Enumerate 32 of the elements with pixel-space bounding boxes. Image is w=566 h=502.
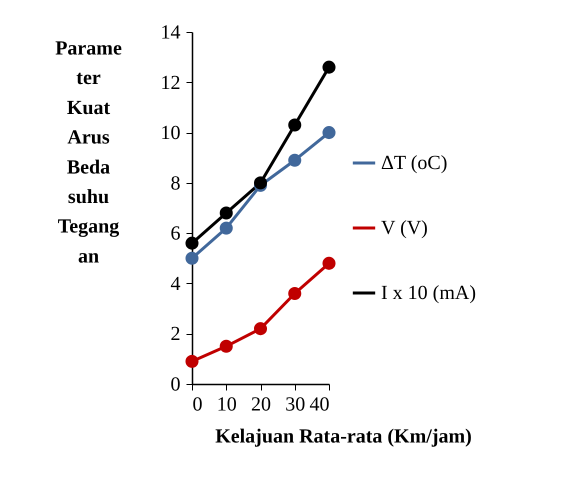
point: [322, 60, 336, 74]
y-tick-label: 8: [170, 172, 180, 194]
x-tick-label: 10: [216, 394, 237, 416]
x-tick-label: 20: [251, 394, 271, 416]
legend-label: V (V): [381, 217, 428, 239]
point: [185, 252, 199, 265]
x-tick-label: 40: [310, 394, 330, 416]
point: [288, 286, 302, 300]
point: [322, 256, 336, 270]
point: [185, 354, 199, 368]
y-tick-label: 10: [160, 122, 180, 144]
point: [254, 322, 268, 336]
y-tick-label: 12: [160, 72, 180, 94]
point: [220, 206, 233, 220]
point: [254, 176, 268, 190]
y-axis-title: Parame ter Kuat Arus Beda suhu Tegang an: [55, 38, 122, 268]
point: [322, 126, 336, 140]
point: [288, 154, 302, 167]
point: [185, 236, 199, 250]
x-tick-label: 30: [285, 394, 306, 416]
point: [220, 340, 233, 353]
x-axis-title: Kelajuan Rata-rata (Km/jam): [215, 426, 472, 448]
legend-label: I x 10 (mA): [381, 282, 476, 304]
point: [288, 118, 302, 132]
y-tick-label: 0: [170, 374, 180, 396]
x-tick-label: 0: [192, 394, 202, 416]
y-tick-label: 14: [160, 22, 180, 44]
y-tick-label: 4: [170, 272, 180, 295]
point: [220, 222, 233, 235]
y-tick-label: 6: [170, 222, 180, 245]
y-tick-label: 2: [170, 323, 180, 346]
legend-label: ΔT (oC): [381, 152, 448, 174]
